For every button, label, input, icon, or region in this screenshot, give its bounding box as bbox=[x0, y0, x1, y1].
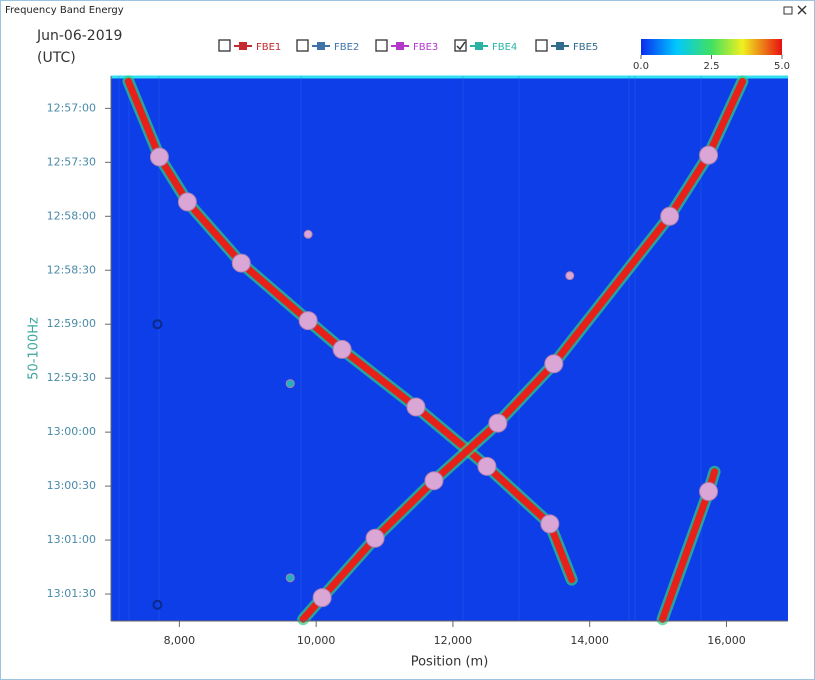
y-tick-label: 12:59:00 bbox=[47, 317, 96, 330]
colorbar-tick-label: 5.0 bbox=[774, 61, 790, 72]
marker bbox=[478, 457, 496, 475]
x-tick-label: 14,000 bbox=[570, 634, 609, 647]
marker bbox=[286, 574, 294, 582]
colorbar-tick-label: 2.5 bbox=[704, 61, 720, 72]
legend-item[interactable]: FBE2 bbox=[297, 40, 359, 53]
marker bbox=[333, 340, 351, 358]
y-tick-label: 13:01:00 bbox=[47, 533, 96, 546]
y-tick-label: 13:01:30 bbox=[47, 587, 96, 600]
marker bbox=[299, 312, 317, 330]
marker bbox=[178, 193, 196, 211]
marker bbox=[425, 472, 443, 490]
chart: Frequency Band Energy Jun-06-2019 (UTC) … bbox=[1, 1, 814, 679]
marker bbox=[489, 414, 507, 432]
marker bbox=[407, 398, 425, 416]
y-tick-label: 12:58:30 bbox=[47, 263, 96, 276]
legend-checkbox[interactable] bbox=[297, 40, 308, 51]
legend-item[interactable]: FBE4 bbox=[455, 40, 517, 53]
marker bbox=[541, 515, 559, 533]
restore-button[interactable] bbox=[784, 7, 792, 14]
close-button[interactable] bbox=[798, 6, 806, 14]
legend-item[interactable]: FBE1 bbox=[219, 40, 281, 53]
x-axis-label: Position (m) bbox=[411, 655, 489, 670]
legend-label: FBE4 bbox=[492, 42, 517, 53]
marker bbox=[700, 482, 718, 500]
y-tick-label: 12:57:30 bbox=[47, 155, 96, 168]
legend-label: FBE3 bbox=[413, 42, 438, 53]
x-tick-label: 10,000 bbox=[297, 634, 336, 647]
legend-marker bbox=[475, 42, 483, 50]
y-tick-label: 13:00:00 bbox=[47, 425, 96, 438]
legend-marker bbox=[239, 42, 247, 50]
legend-item[interactable]: FBE5 bbox=[536, 40, 598, 53]
marker bbox=[545, 355, 563, 373]
x-tick-label: 16,000 bbox=[707, 634, 746, 647]
x-tick-label: 8,000 bbox=[164, 634, 196, 647]
timezone-label: (UTC) bbox=[37, 50, 76, 66]
legend-label: FBE5 bbox=[573, 42, 598, 53]
window: Frequency Band Energy Jun-06-2019 (UTC) … bbox=[0, 0, 815, 680]
y-tick-label: 12:58:00 bbox=[47, 209, 96, 222]
marker bbox=[700, 146, 718, 164]
legend-checkbox[interactable] bbox=[536, 40, 547, 51]
legend-label: FBE2 bbox=[334, 42, 359, 53]
colorbar-tick-label: 0.0 bbox=[633, 61, 649, 72]
date-label: Jun-06-2019 bbox=[36, 28, 122, 44]
x-tick-label: 12,000 bbox=[434, 634, 473, 647]
y-tick-label: 12:57:00 bbox=[47, 101, 96, 114]
marker bbox=[566, 272, 574, 280]
legend-marker bbox=[396, 42, 404, 50]
marker bbox=[304, 230, 312, 238]
marker bbox=[366, 529, 384, 547]
legend-checkbox[interactable] bbox=[376, 40, 387, 51]
legend-item[interactable]: FBE3 bbox=[376, 40, 438, 53]
y-tick-label: 12:59:30 bbox=[47, 371, 96, 384]
marker bbox=[150, 148, 168, 166]
y-axis-label: 50-100Hz bbox=[27, 317, 42, 380]
legend-marker bbox=[317, 42, 325, 50]
legend-checkbox[interactable] bbox=[219, 40, 230, 51]
legend-label: FBE1 bbox=[256, 42, 281, 53]
colorbar bbox=[641, 39, 782, 55]
marker bbox=[232, 254, 250, 272]
y-tick-label: 13:00:30 bbox=[47, 479, 96, 492]
marker bbox=[661, 207, 679, 225]
marker bbox=[313, 589, 331, 607]
window-title: Frequency Band Energy bbox=[5, 5, 124, 16]
legend-marker bbox=[556, 42, 564, 50]
marker bbox=[286, 380, 294, 388]
